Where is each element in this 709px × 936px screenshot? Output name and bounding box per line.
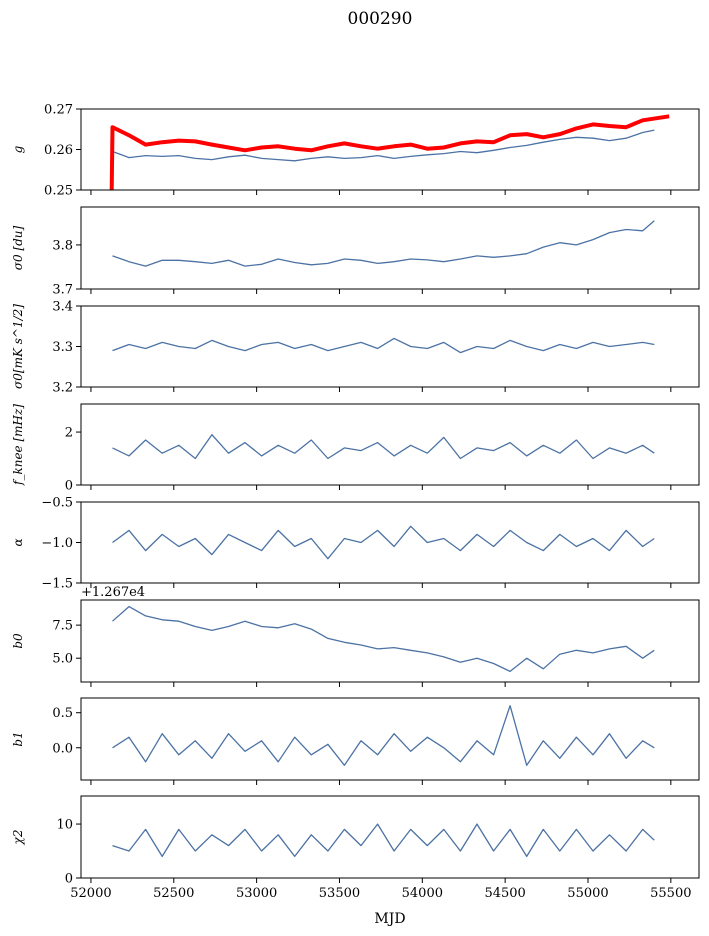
- axes-frame: [80, 206, 700, 290]
- y-axis-label: f_knee [mHz]: [11, 404, 25, 486]
- y-tick-label: 0.26: [44, 143, 73, 158]
- y-tick-label: 0.5: [52, 706, 73, 721]
- axes-frame: [80, 403, 700, 486]
- axes-frame: [80, 697, 700, 781]
- x-tick-label: 53000: [236, 886, 277, 901]
- y-tick-label: 7.5: [52, 619, 73, 634]
- x-tick-label: 55500: [650, 886, 691, 901]
- subplot-1: 0.25 0.26 0.27 g: [11, 103, 700, 199]
- x-tick-label: 52000: [70, 886, 111, 901]
- y-tick-label: 3.4: [52, 300, 73, 315]
- y-offset-label: +1.267e4: [81, 585, 145, 600]
- subplot-7: 0.0 0.5 b1: [11, 697, 700, 785]
- y-tick-label: 3.2: [52, 381, 73, 396]
- series-line-alpha: [112, 525, 655, 560]
- y-tick-label: 10: [56, 818, 73, 833]
- y-axis-label: σ0 [du]: [11, 225, 25, 270]
- y-tick-label: 0.25: [44, 184, 73, 199]
- y-tick-label: 0: [65, 872, 73, 887]
- y-axis-label: b0: [11, 633, 25, 649]
- series-line-sigma0_du: [112, 220, 655, 267]
- subplot-6: 5.0 7.5 b0 +1.267e4: [11, 585, 700, 687]
- series-line-chi2: [112, 823, 655, 858]
- y-axis-label: g: [11, 145, 25, 153]
- subplot-4: 0 2 f_knee [mHz]: [11, 403, 700, 494]
- x-tick-label: 53500: [319, 886, 360, 901]
- y-tick-label: 3.7: [52, 283, 73, 298]
- axes-frame: [80, 795, 700, 879]
- subplot-3: 3.2 3.3 3.4 σ0[mK s^1/2]: [11, 300, 700, 396]
- y-tick-label: −0.5: [41, 496, 73, 511]
- subplot-5: −1.5 −1.0 −0.5 α: [11, 496, 700, 592]
- subplot-8: 0 10 52000 52500 53000 53500 54000 54500 55000 55…: [11, 795, 700, 901]
- y-tick-label: 0.27: [44, 103, 73, 118]
- y-tick-label: 0.0: [52, 741, 73, 756]
- x-tick-label: 55000: [567, 886, 608, 901]
- series-line-b0: [112, 605, 655, 673]
- y-tick-label: −1.5: [41, 577, 73, 592]
- y-axis-label: σ0[mK s^1/2]: [11, 304, 25, 389]
- axes-frame: [80, 305, 700, 388]
- series-line-g-model: [109, 114, 670, 191]
- x-tick-label: 52500: [153, 886, 194, 901]
- y-tick-label: 5.0: [52, 652, 73, 667]
- series-line-g: [112, 129, 655, 162]
- y-tick-label: −1.0: [41, 536, 73, 551]
- series-line-fknee: [112, 434, 655, 460]
- y-tick-label: 2: [65, 426, 73, 441]
- series-line-sigma0_mK: [112, 337, 655, 354]
- chart-title: 000290: [348, 9, 413, 29]
- axes-frame: [80, 108, 700, 191]
- x-axis-label: MJD: [374, 911, 405, 927]
- axes-frame: [80, 599, 700, 683]
- y-axis-label: χ2: [11, 830, 25, 846]
- y-axis-label: α: [11, 538, 25, 546]
- y-tick-label: 0: [65, 479, 73, 494]
- y-axis-label: b1: [11, 731, 25, 746]
- series-line-b1: [112, 705, 655, 766]
- x-tick-label: 54500: [484, 886, 525, 901]
- y-tick-label: 3.3: [52, 340, 73, 355]
- y-tick-label: 3.8: [52, 238, 73, 253]
- x-tick-label: 54000: [402, 886, 443, 901]
- subplot-2: 3.7 3.8 σ0 [du]: [11, 206, 700, 298]
